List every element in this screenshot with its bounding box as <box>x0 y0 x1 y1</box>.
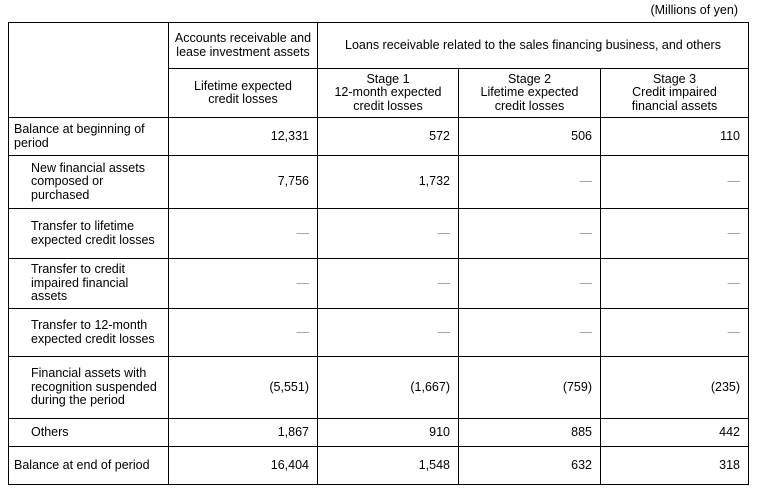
table-cell: — <box>458 258 601 309</box>
row-label: Transfer to lifetime expected credit los… <box>8 208 169 259</box>
table-cell: — <box>599 308 750 357</box>
units-caption: (Millions of yen) <box>650 3 738 17</box>
table-cell: (1,667) <box>317 356 459 419</box>
row-label: Transfer to 12-month expected credit los… <box>8 308 169 357</box>
table-row-new-financial-assets: New financial assets composed or purchas… <box>8 155 750 209</box>
table-cell: 12,331 <box>168 117 318 156</box>
table-cell: 885 <box>458 418 601 447</box>
corner-cell <box>8 22 169 118</box>
table-cell: 632 <box>458 446 601 485</box>
row-label: New financial assets composed or purchas… <box>8 155 169 209</box>
table-cell: 506 <box>458 117 601 156</box>
column-header-stage3: Stage 3 Credit impaired financial assets <box>599 68 750 118</box>
row-label: Others <box>8 418 169 447</box>
column-group-loans-receivable: Loans receivable related to the sales fi… <box>316 22 750 69</box>
row-label: Balance at beginning of period <box>8 117 169 156</box>
table-row-recognition-suspended: Financial assets with recognition suspen… <box>8 356 750 419</box>
row-label: Balance at end of period <box>8 446 169 485</box>
column-header-stage1: Stage 1 12-month expected credit losses <box>317 68 459 118</box>
table-cell: 1,732 <box>317 155 459 209</box>
header-row-groups: Accounts receivable and lease investment… <box>8 22 750 118</box>
table-cell: 16,404 <box>168 446 318 485</box>
table-cell: — <box>458 308 601 357</box>
table-cell: — <box>599 258 750 309</box>
table-cell: (759) <box>458 356 601 419</box>
column-header-lifetime-ecl: Lifetime expected credit losses <box>168 68 318 118</box>
table-cell: 1,548 <box>317 446 459 485</box>
column-header-stage2: Stage 2 Lifetime expected credit losses <box>458 68 601 118</box>
row-label: Transfer to credit impaired financial as… <box>8 258 169 309</box>
table-cell: 7,756 <box>168 155 318 209</box>
table-row-transfer-lifetime-ecl: Transfer to lifetime expected credit los… <box>8 208 750 259</box>
table-cell: — <box>458 155 601 209</box>
table-cell: 1,867 <box>168 418 318 447</box>
table-cell: — <box>168 208 318 259</box>
header-row-subcolumns: Lifetime expected credit losses Stage 1 … <box>9 68 750 118</box>
table-cell: 110 <box>599 117 750 156</box>
table-cell: — <box>458 208 601 259</box>
row-label: Financial assets with recognition suspen… <box>8 356 169 419</box>
table-cell: (5,551) <box>168 356 318 419</box>
column-group-accounts-receivable: Accounts receivable and lease investment… <box>168 22 318 69</box>
table-cell: 910 <box>317 418 459 447</box>
table-row-balance-beginning: Balance at beginning of period 12,331 57… <box>8 117 750 156</box>
table-cell: — <box>317 258 459 309</box>
table-cell: — <box>168 308 318 357</box>
table-cell: 572 <box>317 117 459 156</box>
table-cell: — <box>168 258 318 309</box>
credit-loss-allowance-table: Accounts receivable and lease investment… <box>8 22 750 485</box>
table-cell: (235) <box>599 356 750 419</box>
table-cell: — <box>317 308 459 357</box>
table-cell: 442 <box>599 418 750 447</box>
table-row-balance-end: Balance at end of period 16,404 1,548 63… <box>8 446 750 485</box>
table-cell: — <box>599 155 750 209</box>
table-row-others: Others 1,867 910 885 442 <box>8 418 750 447</box>
table-cell: 318 <box>599 446 750 485</box>
table-row-transfer-credit-impaired: Transfer to credit impaired financial as… <box>8 258 750 309</box>
table-cell: — <box>599 208 750 259</box>
table-cell: — <box>317 208 459 259</box>
table-row-transfer-12-month: Transfer to 12-month expected credit los… <box>8 308 750 357</box>
